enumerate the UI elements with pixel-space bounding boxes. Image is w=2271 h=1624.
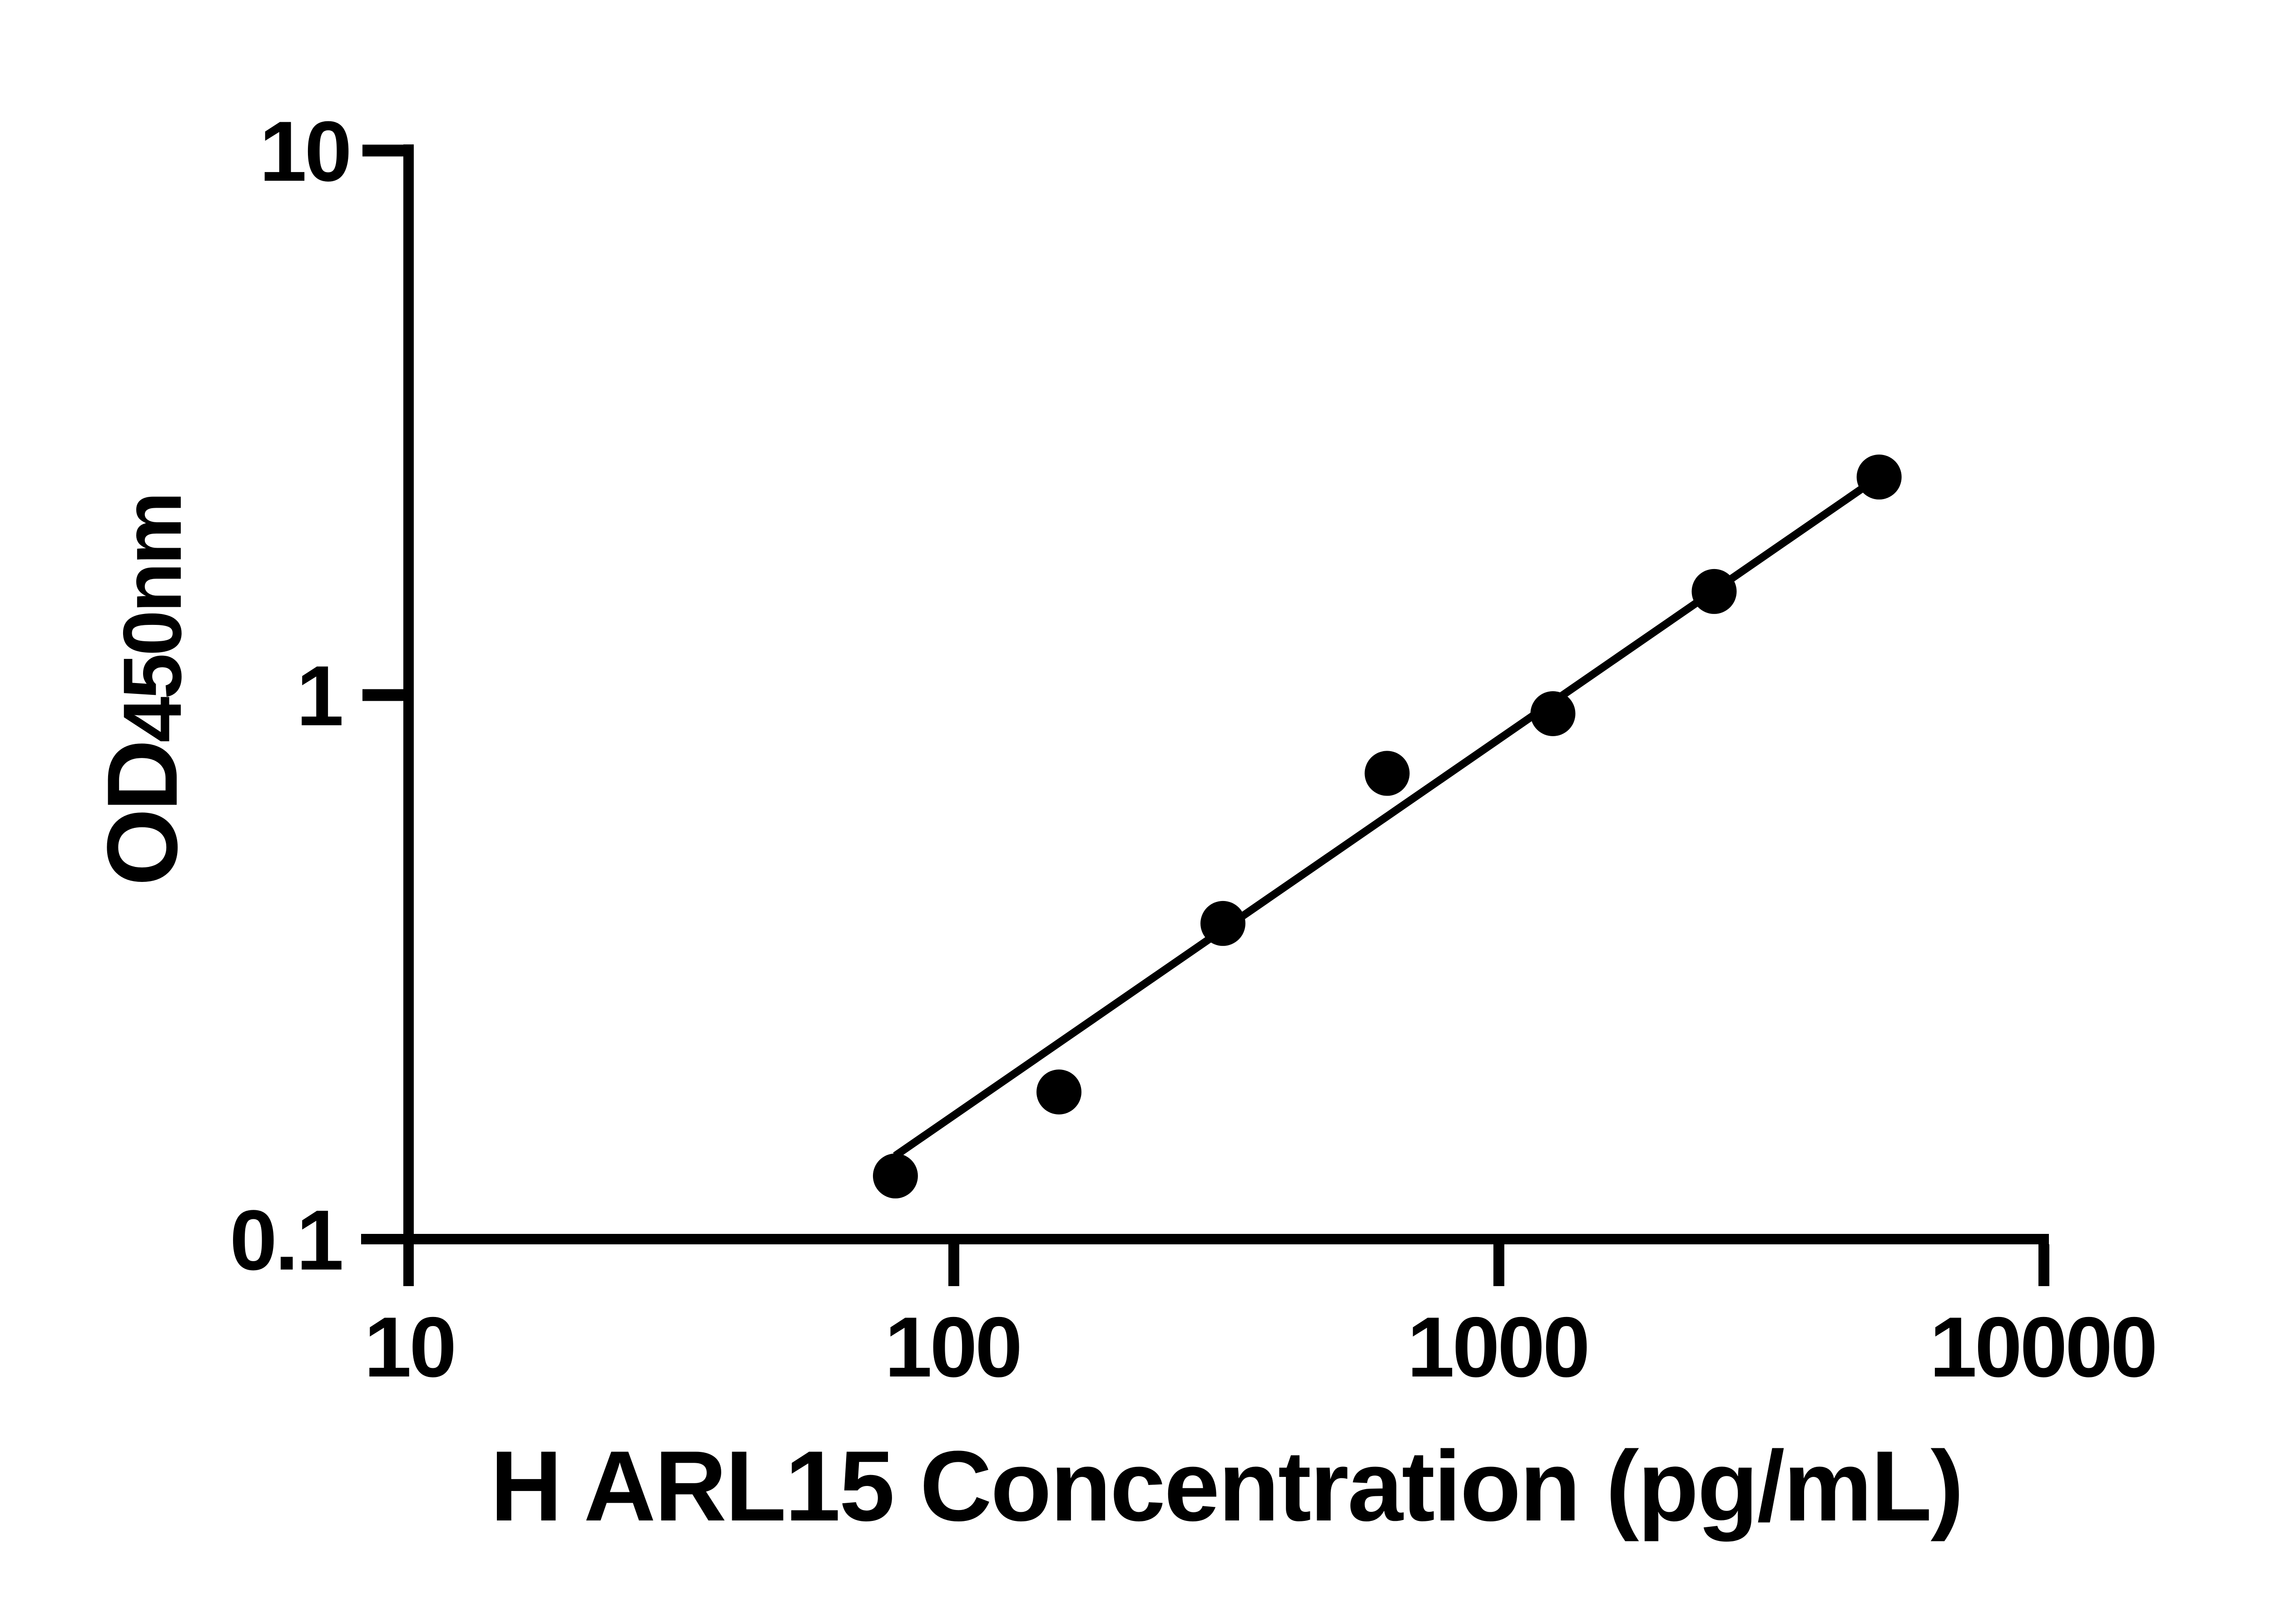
- svg-text:1000: 1000: [1407, 1299, 1588, 1395]
- svg-text:H ARL15 Concentration (pg/mL): H ARL15 Concentration (pg/mL): [490, 1430, 1962, 1542]
- svg-text:10: 10: [364, 1299, 454, 1395]
- svg-text:10000: 10000: [1929, 1299, 2156, 1395]
- svg-text:0.1: 0.1: [230, 1193, 342, 1288]
- svg-text:1: 1: [296, 648, 342, 743]
- svg-text:10: 10: [259, 104, 350, 199]
- svg-text:100: 100: [885, 1299, 1021, 1395]
